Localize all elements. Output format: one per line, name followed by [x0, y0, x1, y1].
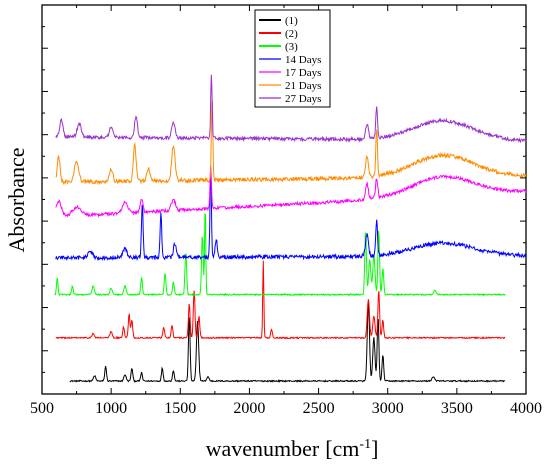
spectra-layer: [54, 74, 527, 383]
x-tick-label: 3000: [372, 400, 404, 417]
series-line: [69, 302, 506, 383]
x-axis-title-sup: -1: [359, 437, 371, 452]
legend-label: (1): [285, 15, 298, 27]
series-line: [55, 100, 527, 186]
x-tick-label: 2500: [303, 400, 335, 417]
x-tick-label: 500: [30, 400, 54, 417]
legend-label: 14 Days: [285, 54, 321, 66]
x-axis-title: wavenumber [cm-1]: [206, 436, 379, 461]
x-axis-title-close: ]: [371, 436, 378, 461]
x-tick-label: 1500: [164, 400, 196, 417]
x-tick-label: 1000: [95, 400, 127, 417]
x-axis-title-main: wavenumber: [206, 436, 320, 461]
x-tick-label: 2000: [233, 400, 265, 417]
series-line: [54, 213, 506, 297]
y-axis-title: Absorbance: [4, 147, 29, 252]
x-tick-label: 3500: [441, 400, 473, 417]
series-line: [55, 167, 527, 262]
legend-label: (2): [285, 28, 298, 40]
legend-label: 21 Days: [285, 80, 321, 92]
legend-label: 27 Days: [285, 93, 321, 105]
series-line: [55, 165, 527, 218]
series-line: [55, 74, 527, 144]
axis-ticks: 500 1000 1500 2000 2500 3000 3500 4000: [30, 5, 542, 417]
x-axis-title-unit: [cm: [325, 436, 359, 461]
legend-label: (3): [285, 41, 298, 53]
legend-label: 17 Days: [285, 67, 321, 79]
series-line: [55, 260, 506, 340]
x-tick-label: 4000: [510, 400, 542, 417]
